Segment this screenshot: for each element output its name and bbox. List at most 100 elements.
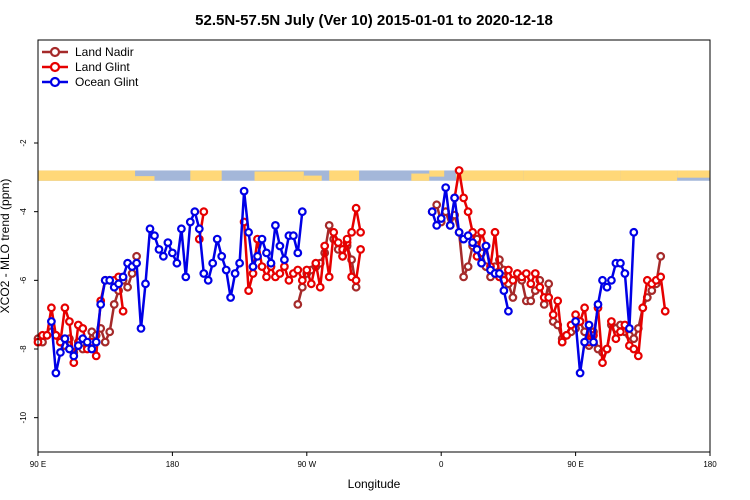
data-point [163,238,173,248]
data-point [248,262,258,272]
data-point [553,296,563,306]
x-tick-label: 90 E [30,460,46,469]
legend-label: Land Nadir [75,45,134,59]
data-point [257,234,267,244]
legend-marker [49,61,61,73]
data-point [548,310,558,320]
data-point [60,303,70,313]
data-point [235,258,245,268]
data-point [167,248,177,258]
map-strip-land [190,170,222,181]
data-point [293,300,303,309]
x-tick-label: 90 E [567,460,583,469]
data-point [262,248,271,258]
data-point [602,344,612,354]
data-point [266,258,276,268]
data-point [69,358,79,368]
map-strip-land [329,170,360,181]
data-point [656,272,666,282]
data-point [226,293,236,302]
data-point [625,324,634,333]
data-point [342,234,352,244]
data-point [329,227,339,237]
data-point [571,310,580,320]
data-point [629,334,639,344]
data-point [459,272,469,282]
data-point [535,282,545,292]
map-strip [38,170,710,181]
data-point [580,337,589,347]
data-point [504,306,513,316]
data-point [598,358,607,368]
y-tick-label: -10 [19,411,28,423]
data-point [51,368,61,378]
data-point [105,275,115,285]
data-point [589,337,598,347]
data-point [275,241,285,251]
data-point [324,272,334,282]
data-point [575,368,585,378]
data-point [257,262,267,272]
data-point [69,351,79,361]
data-point [145,224,155,234]
data-point [620,269,630,278]
data-point [526,296,536,306]
data-point [468,238,478,248]
data-point [244,227,254,237]
data-point [557,337,567,347]
data-point [607,275,616,285]
y-tick-label: -8 [19,345,28,353]
data-point [521,269,531,278]
data-point [118,272,128,282]
map-strip-land [303,175,322,181]
data-point [82,337,92,347]
data-point [647,286,657,296]
data-point [611,334,621,344]
data-point [199,207,209,217]
data-point [47,303,56,313]
map-strip-land [677,170,710,178]
data-point [297,282,307,292]
map-strip-land [456,170,524,181]
legend-marker [49,46,61,58]
data-point [47,317,56,326]
data-point [217,251,227,261]
data-point [454,227,464,237]
map-strip-land [620,170,678,181]
data-point [454,166,464,175]
data-point [347,227,357,237]
data-point [289,231,298,241]
data-point [544,293,554,302]
data-point [172,258,182,268]
data-point [633,351,643,361]
data-point [530,269,540,278]
data-point [436,214,446,223]
data-point [105,327,115,337]
data-point [199,269,209,278]
data-point [56,348,65,357]
data-point [275,269,285,278]
legend-label: Ocean Glint [75,75,139,89]
data-point [91,337,101,347]
data-point [208,258,218,268]
data-point [580,303,589,313]
data-point [544,279,554,289]
data-point [463,231,473,241]
data-point [432,220,442,230]
data-point [351,203,361,213]
data-point [463,207,473,217]
data-point [248,269,258,278]
data-point [87,344,97,354]
data-point [607,317,616,326]
data-point [78,324,88,333]
data-point [571,317,580,326]
data-point [481,241,491,251]
data-point [302,265,312,275]
map-strip-land [429,170,445,177]
data-point [190,207,200,217]
data-point [262,272,271,282]
data-point [123,282,132,292]
data-point [293,265,303,275]
data-point [141,279,150,289]
